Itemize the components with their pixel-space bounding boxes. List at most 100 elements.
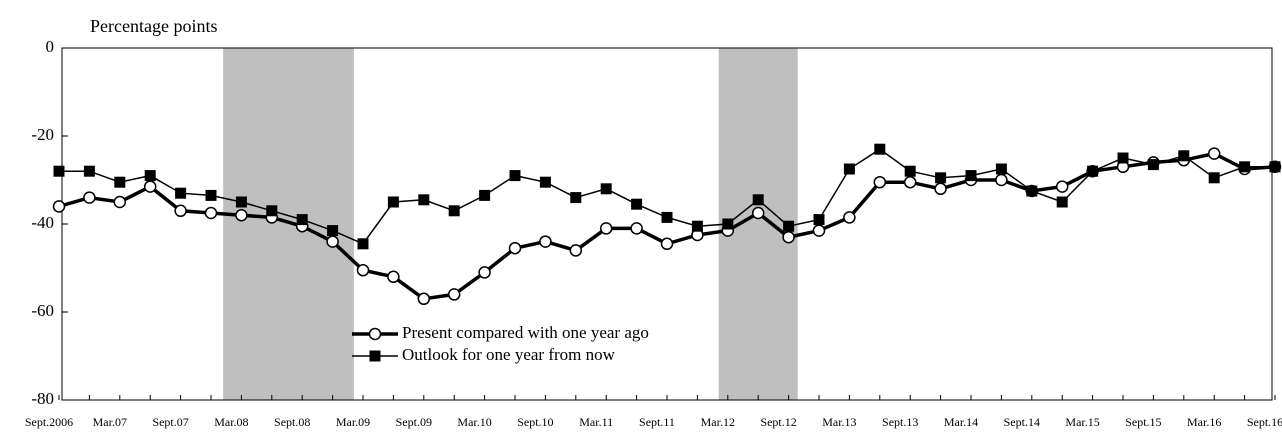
data-point — [661, 211, 673, 223]
x-tick-label: Sept.10 — [517, 415, 553, 429]
data-point — [175, 187, 187, 199]
data-point — [1117, 152, 1129, 164]
data-point — [418, 194, 430, 206]
data-point — [691, 220, 703, 232]
x-tick-label: Mar.14 — [944, 415, 978, 429]
x-tick-label: Sept.15 — [1125, 415, 1161, 429]
y-tick-label: -40 — [31, 213, 54, 232]
x-tick-label: Mar.16 — [1187, 415, 1221, 429]
x-tick-label: Mar.09 — [336, 415, 370, 429]
data-point — [1208, 172, 1220, 184]
data-point — [326, 235, 339, 248]
data-point — [873, 175, 887, 189]
x-tick-label: Sept.13 — [882, 415, 918, 429]
data-point — [965, 170, 977, 182]
data-point — [722, 218, 734, 230]
data-point — [600, 183, 612, 195]
x-tick-label: Mar.12 — [701, 415, 735, 429]
data-point — [1055, 180, 1069, 193]
legend-marker — [368, 327, 382, 341]
data-point — [539, 176, 551, 188]
data-point — [1178, 150, 1190, 162]
x-tick-label: Sept.08 — [274, 415, 310, 429]
data-point — [508, 241, 522, 255]
data-point — [995, 173, 1008, 187]
data-point — [1269, 161, 1281, 173]
y-tick-label: -20 — [31, 125, 54, 144]
data-point — [357, 238, 369, 250]
data-point — [266, 205, 278, 217]
data-point — [174, 204, 187, 218]
data-point — [813, 214, 825, 226]
x-tick-label: Mar.15 — [1065, 415, 1099, 429]
data-point — [782, 230, 795, 244]
data-point — [235, 208, 248, 222]
x-tick-label: Sept.07 — [152, 415, 188, 429]
data-point — [113, 195, 127, 209]
data-point — [204, 206, 218, 220]
data-point — [235, 196, 247, 208]
data-point — [83, 165, 95, 177]
data-point — [1147, 159, 1159, 171]
y-tick-label: 0 — [46, 37, 55, 56]
data-point — [599, 222, 613, 235]
data-point — [904, 165, 916, 177]
x-tick-label: Mar.07 — [93, 415, 127, 429]
x-tick-label: Sept.2006 — [25, 415, 73, 429]
data-point — [874, 143, 886, 155]
x-tick-label: Sept.14 — [1004, 415, 1040, 429]
data-point — [114, 176, 126, 188]
data-point — [1087, 165, 1099, 177]
x-tick-label: Sept.09 — [396, 415, 432, 429]
data-point — [478, 266, 491, 279]
x-tick-label: Mar.13 — [822, 415, 856, 429]
data-point — [296, 214, 308, 226]
data-point — [205, 189, 217, 201]
data-point — [631, 198, 643, 210]
data-point — [935, 172, 947, 184]
y-tick-label: -60 — [31, 301, 54, 320]
data-point — [327, 225, 339, 237]
y-axis-label: Percentage points — [90, 16, 217, 36]
data-point — [509, 170, 521, 182]
x-tick-label: Sept.12 — [760, 415, 796, 429]
data-point — [751, 206, 765, 220]
data-point — [1026, 185, 1038, 197]
data-point — [144, 170, 156, 182]
data-point — [569, 244, 583, 257]
data-point — [83, 191, 96, 204]
data-point — [843, 211, 856, 224]
data-point — [995, 163, 1007, 175]
y-tick-label: -80 — [31, 389, 54, 408]
data-point — [934, 182, 947, 196]
data-point — [53, 165, 65, 177]
legend-label: Outlook for one year from now — [402, 345, 616, 364]
data-point — [570, 192, 582, 204]
data-point — [903, 175, 917, 189]
data-point — [539, 235, 552, 248]
data-point — [387, 270, 400, 284]
data-point — [417, 292, 431, 306]
data-point — [479, 189, 491, 201]
data-point — [1056, 196, 1068, 208]
data-point — [356, 263, 370, 277]
data-point — [812, 224, 826, 237]
data-point — [1239, 161, 1251, 173]
legend-marker — [369, 350, 381, 362]
data-point — [1207, 147, 1221, 160]
x-tick-label: Mar.10 — [457, 415, 491, 429]
x-tick-label: Sept.11 — [639, 415, 675, 429]
x-tick-label: Mar.08 — [214, 415, 248, 429]
data-point — [387, 196, 399, 208]
data-point — [52, 200, 66, 213]
data-point — [143, 180, 157, 193]
data-point — [630, 222, 643, 235]
data-point — [843, 163, 855, 175]
data-point — [448, 205, 460, 217]
x-tick-label: Sept.16 — [1247, 415, 1282, 429]
data-point — [447, 288, 461, 301]
legend-label: Present compared with one year ago — [402, 323, 649, 342]
data-point — [660, 237, 674, 251]
x-tick-label: Mar.11 — [579, 415, 613, 429]
